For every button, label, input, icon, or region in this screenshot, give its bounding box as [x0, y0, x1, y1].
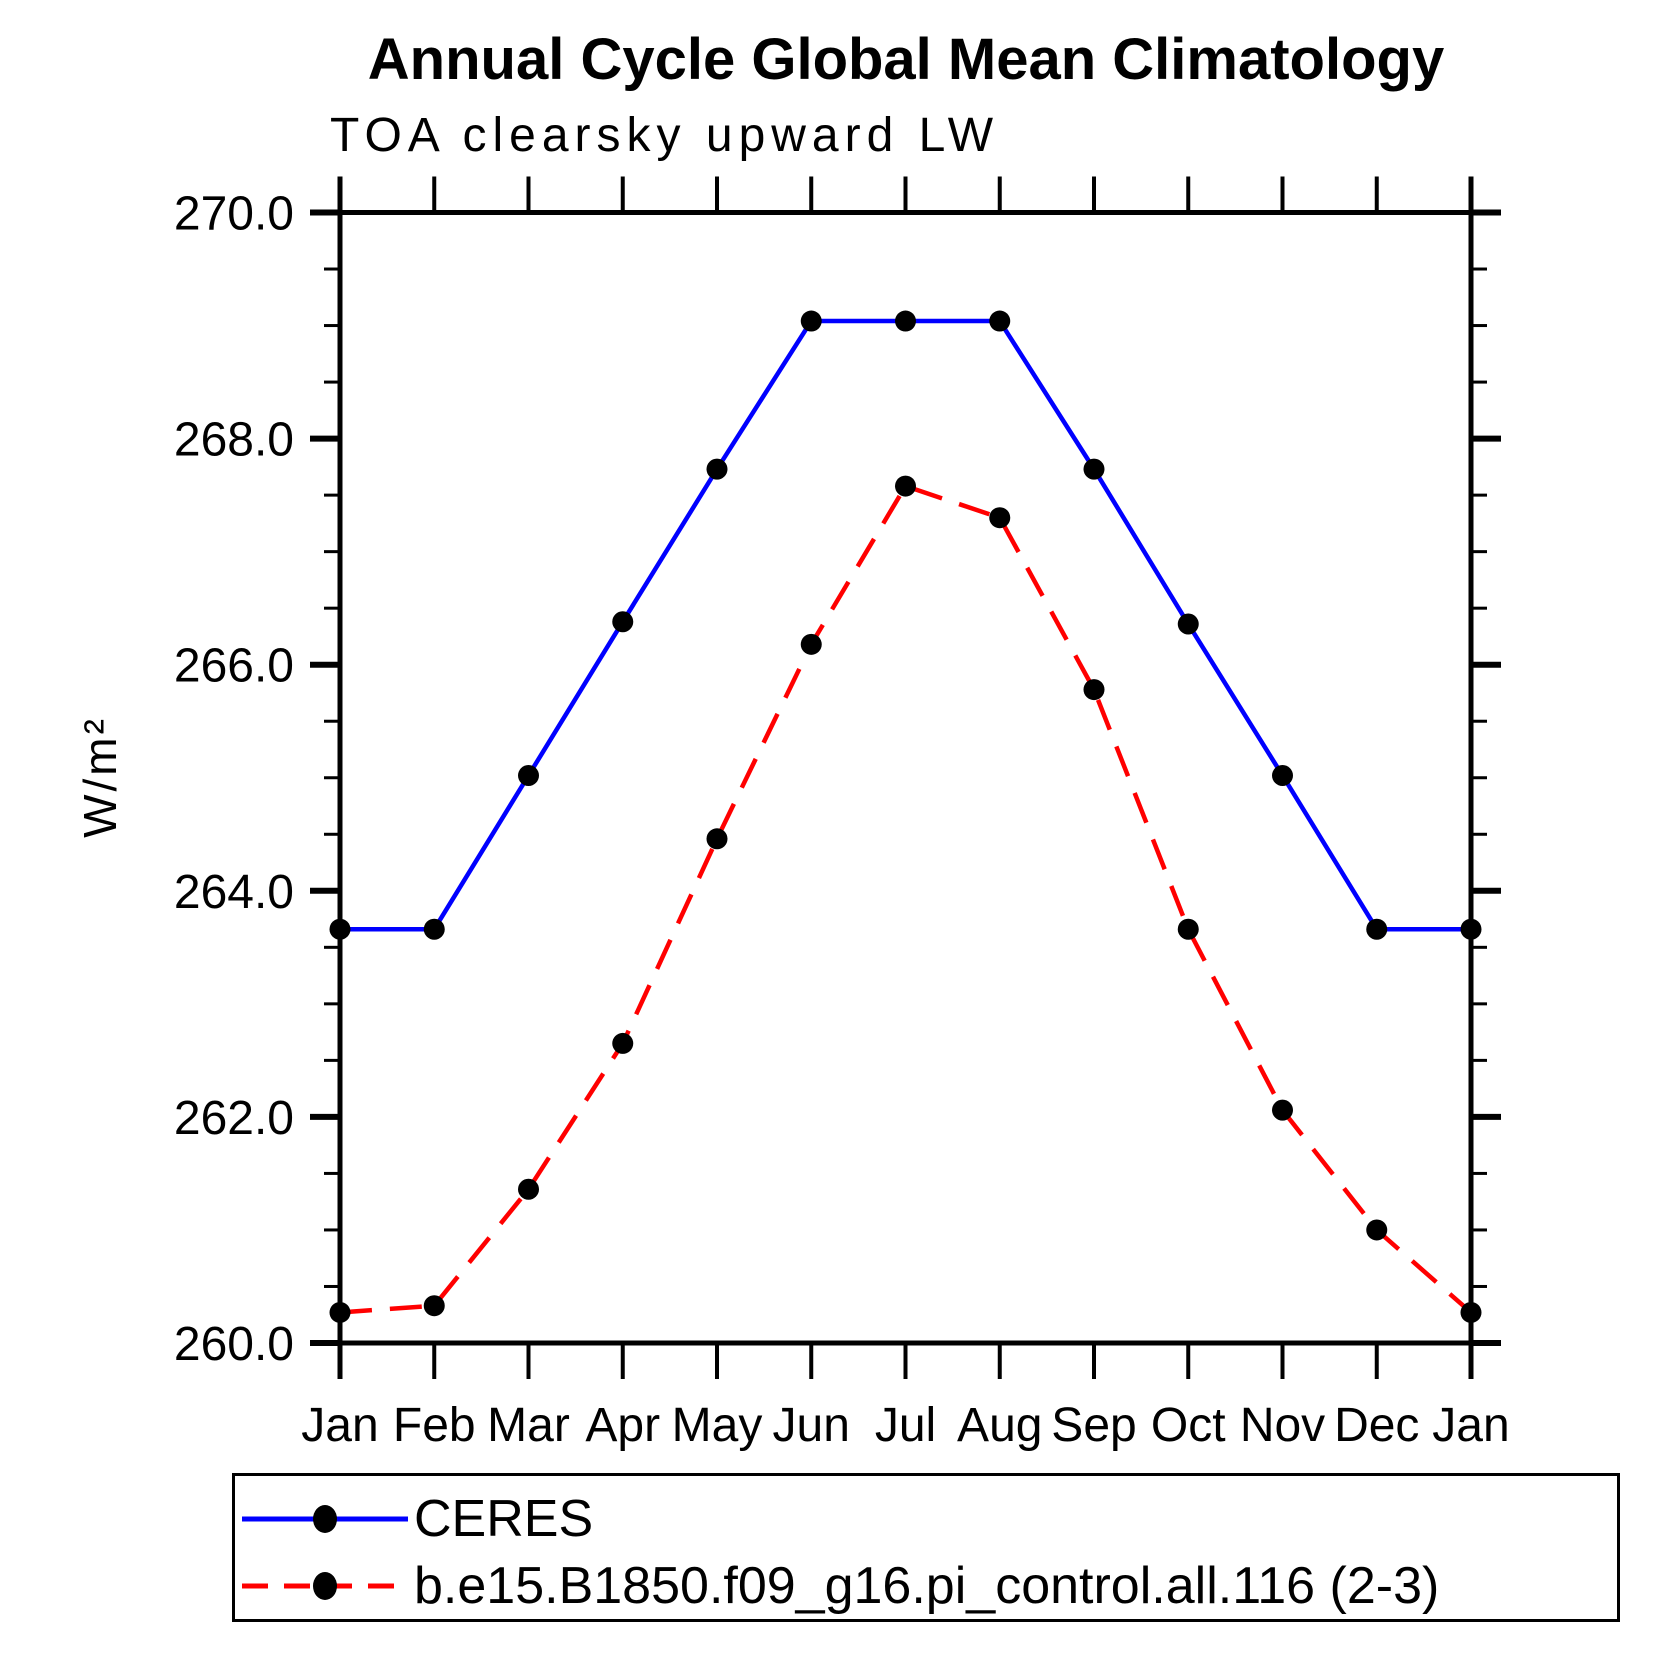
legend-entry-ceres: CERES [235, 1489, 593, 1549]
legend-ceres-marker-icon [313, 1505, 337, 1533]
x-tick-label: Aug [957, 1399, 1042, 1452]
model-data-point [329, 1301, 351, 1323]
x-tick-label: Nov [1240, 1399, 1325, 1452]
legend-entry-model: b.e15.B1850.f09_g16.pi_control.all.116 (… [235, 1556, 1439, 1616]
model-line [339, 483, 1473, 1315]
x-tick-label: Feb [393, 1399, 476, 1452]
ceres-data-point [1366, 918, 1388, 940]
model-data-point [706, 828, 728, 850]
model-data-point [518, 1178, 539, 1200]
legend-line-ceres-sample [242, 1505, 408, 1533]
model-data-point [1460, 1301, 1482, 1323]
model-data-point [989, 507, 1011, 529]
x-tick-label: Jan [1432, 1399, 1509, 1452]
ceres-data-point [1460, 918, 1482, 940]
y-tick-label: 262.0 [174, 1092, 294, 1145]
legend-label-model: b.e15.B1850.f09_g16.pi_control.all.116 (… [414, 1557, 1440, 1615]
ceres-data-point [612, 611, 634, 633]
x-tick-label: Jan [301, 1399, 378, 1452]
model-data-point [1177, 918, 1199, 940]
x-tick-label: Mar [487, 1399, 570, 1452]
x-tick-label: Dec [1334, 1399, 1419, 1452]
chart-subtitle: TOA clearsky upward LW [330, 109, 1000, 162]
model-data-point [800, 633, 822, 655]
ceres-data-point [1177, 613, 1199, 635]
ceres-data-point [423, 918, 445, 940]
ceres-data-point [895, 310, 916, 332]
legend-label-ceres: CERES [414, 1490, 594, 1548]
model-data-point [1272, 1099, 1293, 1121]
ceres-data-point [706, 458, 728, 480]
ceres-data-point [329, 918, 351, 940]
x-tick-label: Jul [875, 1399, 936, 1452]
y-tick-label: 266.0 [174, 640, 294, 693]
ceres-data-point [518, 764, 539, 786]
model-data-point [423, 1295, 445, 1317]
model-data-point [1366, 1219, 1388, 1241]
model-data-point [1083, 679, 1105, 701]
legend-line-model-sample [242, 1572, 408, 1600]
legend-box: CERES b.e15.B1850.f09_g16.pi_control.all… [232, 1473, 1620, 1622]
model-data-point [612, 1032, 634, 1054]
ceres-data-point [989, 310, 1011, 332]
ceres-line [340, 318, 1471, 932]
x-tick-label: Jun [773, 1399, 850, 1452]
model-data-point [895, 475, 916, 497]
ceres-data-point [1272, 764, 1293, 786]
legend-model-marker-icon [313, 1572, 337, 1600]
y-tick-label: 270.0 [174, 188, 294, 241]
chart-title: Annual Cycle Global Mean Climatology [367, 27, 1445, 92]
x-tick-label: May [672, 1399, 763, 1452]
ceres-data-point [1083, 458, 1105, 480]
ceres-data-point [800, 310, 822, 332]
x-tick-label: Oct [1151, 1399, 1226, 1452]
y-tick-label: 260.0 [174, 1318, 294, 1371]
x-tick-label: Sep [1051, 1399, 1136, 1452]
x-tick-label: Apr [585, 1399, 660, 1452]
y-tick-label: 268.0 [174, 414, 294, 467]
y-tick-label: 264.0 [174, 866, 294, 919]
